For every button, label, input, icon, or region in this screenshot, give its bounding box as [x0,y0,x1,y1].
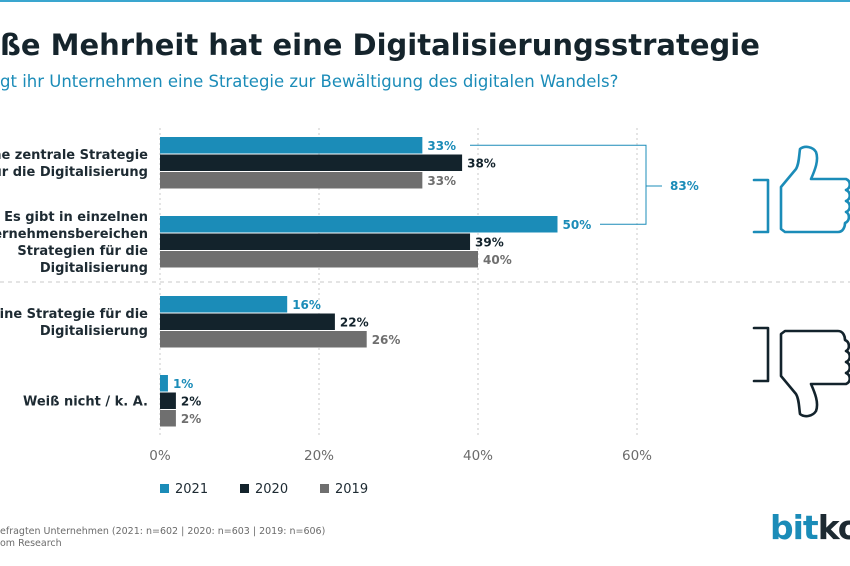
brand-logo: bitko [770,508,850,547]
legend: 2021 2020 2019 [160,482,368,497]
chart-subtitle: gt ihr Unternehmen eine Strategie zur Be… [0,72,619,91]
bar-2020 [160,154,463,171]
thumbs-up-icon [752,145,850,234]
data-label-2019: 2% [181,412,201,426]
data-label-2020: 22% [340,315,369,329]
data-label-2020: 38% [467,156,496,170]
bar-2019 [160,172,423,189]
x-tick-label: 60% [622,448,652,464]
legend-swatch-2020 [240,484,249,493]
data-label-2019: 40% [483,253,512,267]
category-label: eine zentrale Strategie [0,148,148,163]
legend-swatch-2019 [320,484,329,493]
bracket-annotation: 83% [470,144,699,225]
data-label-2021: 33% [427,139,456,153]
bar-2019 [160,331,367,348]
bar-2021 [160,216,558,233]
legend-label-2019: 2019 [335,482,368,497]
bar-2021 [160,296,288,313]
bar-2020 [160,392,176,409]
data-label-2021: 16% [292,298,321,312]
bar-2021 [160,375,168,392]
category-label: Es gibt in einzelnen [4,210,148,225]
value-labels: 33% 38% 33% 50% 39% 40% 16% 22%26% 1% 2% 2% [173,139,591,426]
data-label-2020: 39% [475,235,504,249]
data-label-2020: 2% [181,394,201,408]
category-label: für die Digitalisierung [0,165,148,180]
category-label: Strategien für die [17,244,148,259]
bar-2019 [160,410,176,427]
data-label-2021: 50% [563,218,592,232]
top-accent-line [0,0,850,2]
thumbs-down-icon [752,326,850,418]
bar-2021 [160,137,423,154]
x-tick-label: 0% [149,448,171,464]
footnote-source: om Research [0,538,62,549]
footnote-sample: efragten Unternehmen (2021: n=602 | 2020… [0,526,326,537]
bars [160,137,558,427]
legend-label-2020: 2020 [255,482,288,497]
data-label-2021: 1% [173,377,193,391]
chart-title: ße Mehrheit hat eine Digitalisierungsstr… [0,28,760,62]
legend-label-2021: 2021 [175,482,208,497]
category-label: Digitalisierung [40,324,148,339]
legend-swatch-2021 [160,484,169,493]
data-label-2019: 26% [372,333,401,347]
category-labels: eine zentrale Strategie für die Digitalis… [0,148,148,410]
category-label: Weiß nicht / k. A. [23,394,148,409]
bracket-line [470,144,647,225]
data-label-2019: 33% [427,174,456,188]
category-label: t keine Strategie für die [0,307,148,322]
x-axis-ticks: 0% 20% 40% 60% [149,448,652,464]
category-label: Digitalisierung [40,261,148,276]
x-tick-label: 40% [463,448,493,464]
bar-2020 [160,313,335,330]
bar-2020 [160,233,471,250]
x-tick-label: 20% [304,448,334,464]
category-label: Unternehmensbereichen [0,227,148,242]
bracket-total-label: 83% [670,179,699,193]
bar-2019 [160,251,478,268]
